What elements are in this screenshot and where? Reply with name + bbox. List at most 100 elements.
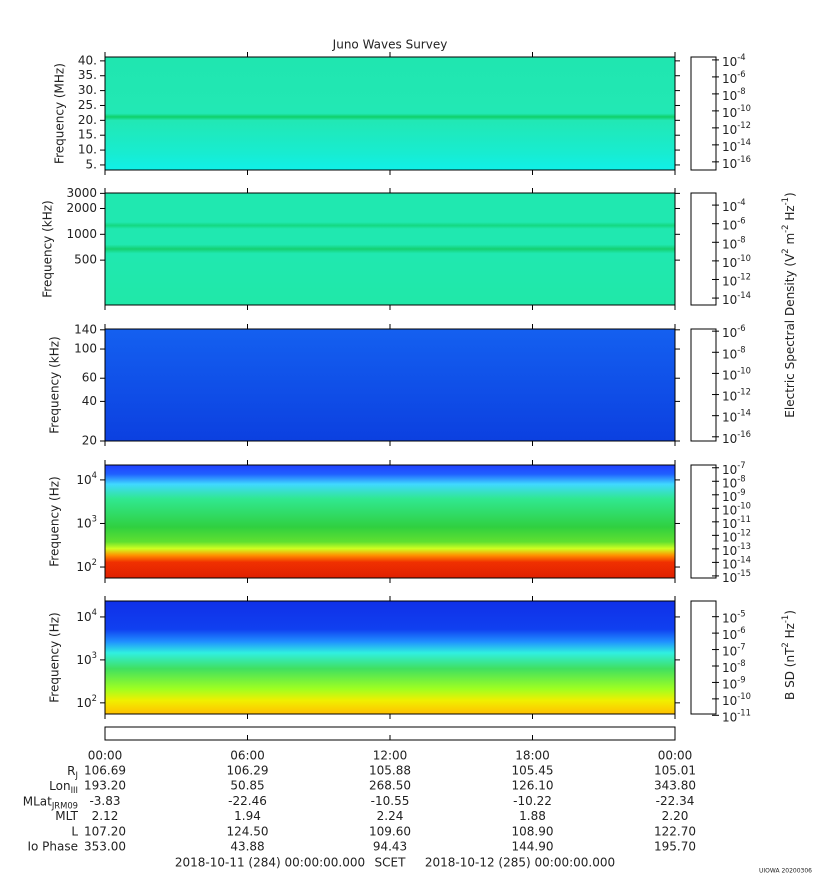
ephemeris-value: -22.34 (656, 794, 695, 808)
ephemeris-value: 2.20 (662, 809, 689, 823)
ephemeris-value: 106.69 (84, 764, 126, 778)
y-tick-label: 20 (82, 434, 97, 448)
y-tick-label: 40. (78, 53, 97, 67)
ephemeris-value: 1.94 (234, 809, 261, 823)
colorbar-tick-label: 10-14 (722, 554, 751, 571)
colorbar-tick-label: 10-12 (722, 386, 751, 403)
colorbar-tick-label: 10-6 (722, 323, 746, 340)
y-tick-label: 140 (74, 322, 97, 336)
colorbar (690, 192, 717, 306)
colorbar-tick-label: 10-8 (722, 344, 746, 361)
colorbar-tick-label: 10-8 (722, 234, 746, 251)
y-tick-label: 104 (76, 606, 97, 623)
spectrogram (105, 193, 675, 305)
x-tick-label: 06:00 (230, 749, 265, 763)
ephemeris-value: -3.83 (89, 794, 120, 808)
colorbar-tick-label: 10-4 (722, 51, 746, 68)
colorbar-tick-label: 10-10 (722, 252, 751, 269)
footer-scet: SCET (375, 856, 407, 870)
colorbar-tick-label: 10-8 (722, 473, 746, 490)
colorbar-tick-label: 10-7 (722, 459, 746, 476)
y-axis-label: Frequency (kHz) (41, 200, 55, 297)
stamp: UIOWA 20200306 (759, 868, 812, 875)
y-tick-label: 5. (86, 157, 97, 171)
y-tick-label: 102 (76, 692, 97, 709)
colorbar-tick-label: 10-12 (722, 119, 751, 136)
x-tick-label: 12:00 (373, 749, 408, 763)
ephemeris-value: 122.70 (654, 824, 696, 838)
chart-title: Juno Waves Survey (332, 38, 448, 52)
y-axis-label: Frequency (Hz) (48, 612, 62, 703)
y-tick-label: 103 (76, 513, 97, 530)
ephemeris-value: 1.88 (519, 809, 546, 823)
colorbar-tick-label: 10-7 (722, 641, 746, 658)
colorbar (690, 56, 717, 171)
y-axis-label: Frequency (Hz) (48, 476, 62, 567)
ephemeris-value: 43.88 (230, 840, 264, 854)
ephemeris-value: 106.29 (227, 764, 269, 778)
ephemeris-label: L (71, 824, 78, 838)
y-tick-label: 103 (76, 649, 97, 666)
y-tick-label: 60 (82, 371, 97, 385)
y-tick-label: 500 (74, 253, 97, 267)
y-tick-label: 30. (78, 83, 97, 97)
colorbar-tick-label: 10-16 (722, 428, 751, 445)
colorbar-tick-label: 10-16 (722, 153, 751, 170)
colorbar-tick-label: 10-9 (722, 486, 746, 503)
colorbar-tick-label: 10-10 (722, 500, 751, 517)
ephemeris-value: 195.70 (654, 840, 696, 854)
colorbar-tick-label: 10-14 (722, 136, 751, 153)
ephemeris-label: LonIII (49, 779, 78, 795)
ephemeris-value: 343.80 (654, 779, 696, 793)
y-tick-label: 104 (76, 469, 97, 486)
spectrogram (105, 329, 675, 441)
ephemeris-value: 144.90 (512, 840, 554, 854)
colorbar (690, 328, 717, 442)
ephemeris-value: 105.45 (512, 764, 554, 778)
colorbar-tick-label: 10-10 (722, 690, 751, 707)
ephemeris-value: 105.88 (369, 764, 411, 778)
ephemeris-value: 108.90 (512, 824, 554, 838)
y-tick-label: 15. (78, 128, 97, 142)
y-tick-label: 3000 (66, 186, 97, 200)
spectrogram (105, 57, 675, 170)
colorbar-tick-label: 10-6 (722, 625, 746, 642)
ephemeris-label: MLT (55, 809, 78, 823)
footer-end: 2018-10-12 (285) 00:00:00.000 (425, 856, 615, 870)
ephemeris-value: 2.12 (92, 809, 119, 823)
x-tick-label: 00:00 (658, 749, 693, 763)
colorbar (690, 600, 717, 715)
footer-start: 2018-10-11 (284) 00:00:00.000 (175, 856, 365, 870)
colorbar-tick-label: 10-6 (722, 68, 746, 85)
ephemeris-value: 105.01 (654, 764, 696, 778)
ephemeris-label: Io Phase (27, 840, 78, 854)
colorbar-tick-label: 10-12 (722, 527, 751, 544)
y-tick-label: 2000 (66, 201, 97, 215)
ephemeris-value: 94.43 (373, 840, 407, 854)
y-tick-label: 102 (76, 557, 97, 574)
x-tick-label: 00:00 (88, 749, 123, 763)
colorbar-tick-label: 10-10 (722, 365, 751, 382)
colorbar-tick-label: 10-10 (722, 102, 751, 119)
ephemeris-value: 193.20 (84, 779, 126, 793)
ephemeris-value: 353.00 (84, 840, 126, 854)
colorbar-tick-label: 10-8 (722, 657, 746, 674)
colorbar-label: B SD (nT2 Hz-1) (780, 610, 797, 700)
colorbar-tick-label: 10-15 (722, 567, 751, 584)
y-tick-label: 1000 (66, 227, 97, 241)
colorbar-tick-label: 10-14 (722, 407, 751, 424)
ephemeris-value: 268.50 (369, 779, 411, 793)
ephemeris-label: RJ (67, 764, 78, 780)
colorbar-tick-label: 10-4 (722, 197, 746, 214)
ephemeris-value: 126.10 (512, 779, 554, 793)
y-axis-label: Frequency (kHz) (48, 336, 62, 433)
ephemeris-value: 50.85 (230, 779, 264, 793)
ephemeris-value: 107.20 (84, 824, 126, 838)
spectrogram (105, 465, 675, 578)
colorbar-tick-label: 10-11 (722, 513, 751, 530)
spectrogram (105, 601, 675, 714)
y-tick-label: 35. (78, 68, 97, 82)
ephemeris-value: 124.50 (227, 824, 269, 838)
